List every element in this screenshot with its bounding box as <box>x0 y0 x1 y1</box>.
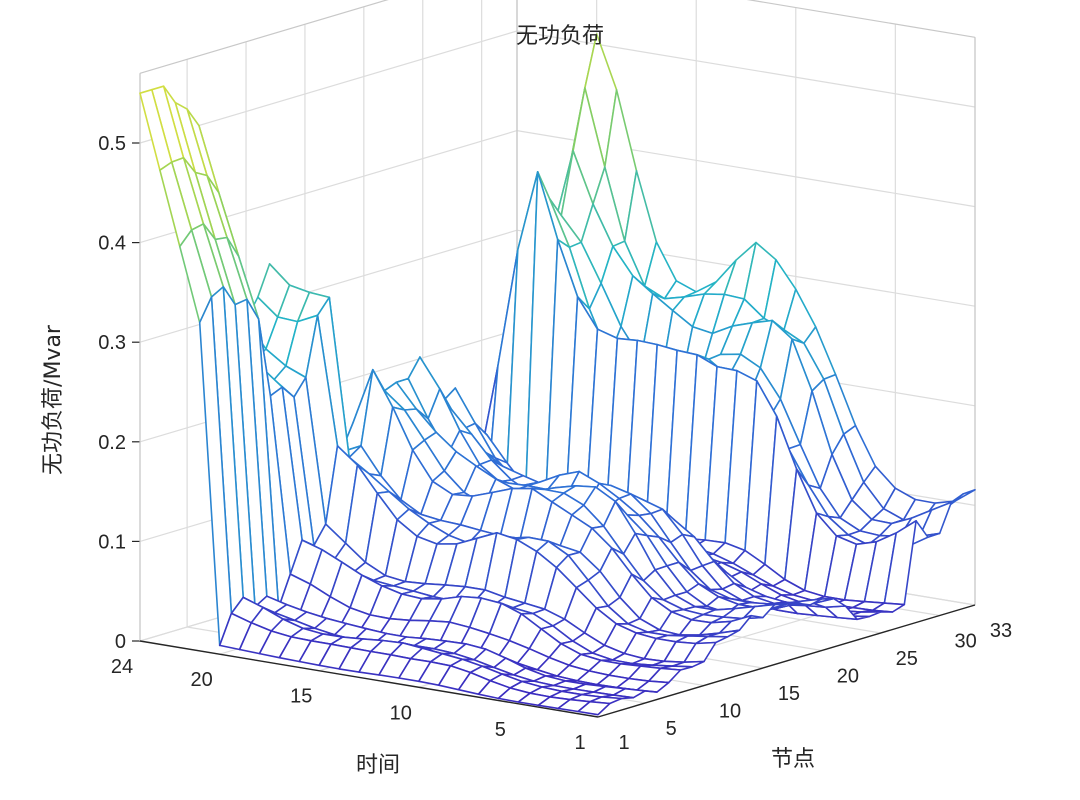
z-tick-label-5: 0.5 <box>98 133 126 155</box>
y-tick-label-2: 10 <box>390 702 412 724</box>
surface-mesh <box>139 33 976 716</box>
z-tick-label-3: 0.3 <box>98 332 126 354</box>
box-edge-3 <box>139 0 389 74</box>
x-tick-label-1: 5 <box>666 718 677 740</box>
z-tick-label-4: 0.4 <box>98 233 126 255</box>
x-tick-label-3: 15 <box>778 683 800 705</box>
x-tick-label-6: 30 <box>955 631 977 653</box>
x-axis-label: 节点 <box>771 747 815 772</box>
gridline-back-z-5 <box>139 30 518 144</box>
gridline-side-z-5 <box>516 30 976 108</box>
z-tick-label-1: 0.1 <box>98 531 126 553</box>
y-axis-label: 时间 <box>356 753 400 778</box>
y-tick-label-3: 15 <box>290 686 312 708</box>
x-tick-label-5: 25 <box>896 648 918 670</box>
axis-line-1 <box>139 640 599 718</box>
x-tick-label-0: 1 <box>618 732 629 754</box>
z-tick-label-2: 0.2 <box>98 432 126 454</box>
y-tick-label-5: 24 <box>111 656 133 678</box>
y-tick-label-1: 5 <box>495 719 506 741</box>
box-edge-4 <box>746 0 976 38</box>
x-tick-label-7: 33 <box>990 620 1012 642</box>
axis-line-0 <box>597 604 976 718</box>
x-tick-label-2: 10 <box>719 701 741 723</box>
chart-title: 无功负荷 <box>516 24 604 49</box>
y-tick-label-4: 20 <box>191 669 213 691</box>
surface-cell-n1-t1 <box>577 700 611 716</box>
x-tick-label-4: 20 <box>837 666 859 688</box>
y-tick-label-0: 1 <box>574 732 585 754</box>
z-axis-label: 无功负荷/Mvar <box>41 324 66 475</box>
z-tick-label-0: 0 <box>115 631 126 653</box>
